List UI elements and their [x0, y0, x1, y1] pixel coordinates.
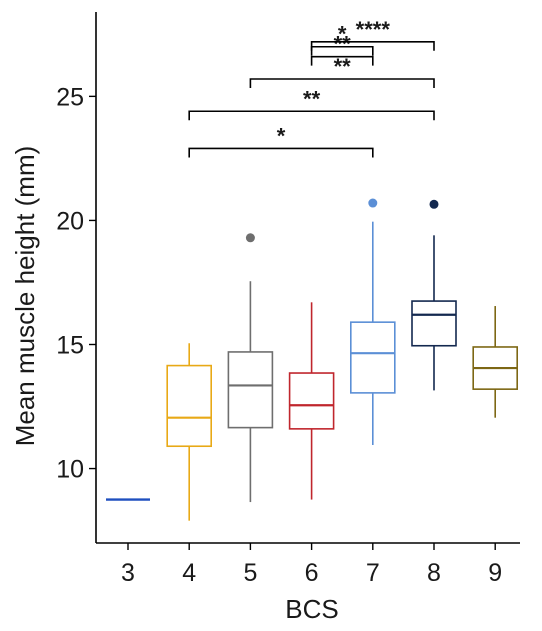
box-iqr-rect [411, 300, 457, 347]
outlier-point [368, 198, 378, 208]
significance-label: **** [356, 17, 391, 42]
box-5 [227, 233, 274, 503]
boxes-group [106, 198, 519, 521]
significance-label: * [338, 22, 347, 47]
box-iqr-rect [166, 364, 212, 448]
y-tick-label: 15 [56, 331, 84, 359]
x-tick-label: 4 [182, 559, 196, 587]
significance-label: ** [334, 32, 352, 57]
x-tick-label: 7 [366, 559, 380, 587]
bracket-line [188, 110, 435, 121]
box-iqr-rect [227, 351, 274, 429]
box-iqr-rect [288, 372, 335, 430]
y-axis-title: Mean muscle height (mm) [10, 146, 40, 447]
significance-label: * [277, 123, 286, 148]
box-4 [166, 343, 212, 521]
significance-bracket: * [188, 123, 374, 158]
bracket-line [188, 147, 374, 158]
bracket-line [310, 45, 374, 56]
bracket-line [249, 78, 435, 88]
y-tick-label: 25 [56, 83, 84, 111]
bracket-line [310, 55, 374, 66]
bracket-line [310, 40, 435, 51]
significance-bracket: ** [249, 54, 435, 88]
x-tick-label: 6 [305, 559, 319, 587]
outlier-point [245, 233, 255, 243]
significance-bracket: * [310, 22, 374, 56]
axes-group: 10 15 20 25 3 4 5 6 7 8 9 [56, 12, 520, 587]
box-8 [411, 199, 457, 391]
y-tick-label: 10 [56, 456, 84, 484]
outlier-point [429, 199, 439, 209]
significance-bracket: ** [188, 86, 435, 121]
x-tick-label: 3 [121, 559, 135, 587]
significance-label: ** [303, 86, 321, 111]
significance-label: ** [334, 54, 352, 79]
significance-bracket: **** [310, 17, 435, 51]
box-7 [349, 198, 396, 445]
box-6 [288, 302, 335, 500]
significance-bracket: ** [310, 32, 374, 66]
y-tick-label: 20 [56, 207, 84, 235]
significance-group: ******** **** [188, 17, 435, 158]
box-9 [472, 306, 519, 418]
x-tick-label: 9 [488, 559, 502, 587]
box-iqr-rect [349, 321, 396, 394]
x-tick-label: 5 [243, 559, 257, 587]
x-axis-title: BCS [285, 594, 338, 624]
x-tick-label: 8 [427, 559, 441, 587]
